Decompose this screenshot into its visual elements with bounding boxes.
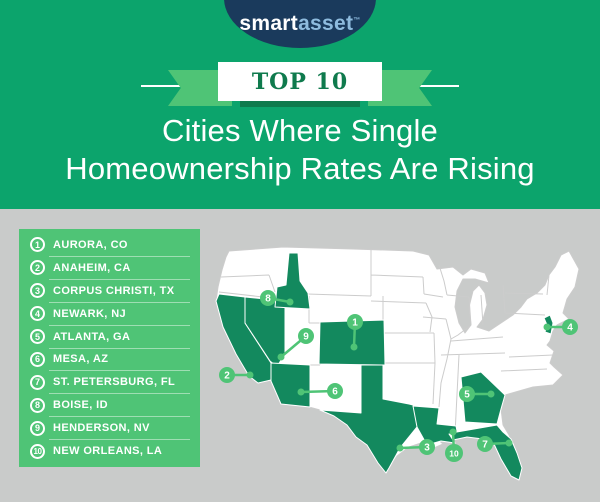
rank-badge: 9: [30, 420, 45, 436]
svg-text:2: 2: [224, 371, 230, 382]
city-label: NEW ORLEANS, LA: [53, 445, 163, 458]
logo-smart: smart: [239, 12, 299, 35]
ribbon-label: TOP 10: [251, 68, 349, 95]
svg-text:5: 5: [464, 390, 470, 401]
city-label: CORPUS CHRISTI, TX: [53, 284, 175, 297]
ranking-panel: 1 AURORA, CO 2 ANAHEIM, CA 3 CORPUS CHRISTI…: [19, 229, 200, 467]
city-label: ANAHEIM, CA: [53, 261, 131, 274]
rank-badge: 7: [30, 374, 45, 390]
svg-text:8: 8: [265, 294, 271, 305]
state-idaho: [274, 252, 311, 310]
svg-text:7: 7: [482, 440, 488, 451]
map-marker-3: 3: [396, 439, 435, 455]
city-label: ST. PETERSBURG, FL: [53, 376, 176, 389]
rank-badge: 10: [30, 443, 45, 459]
title-line-1: Cities Where Single: [161, 113, 439, 148]
svg-text:9: 9: [303, 332, 309, 343]
list-item: 2 ANAHEIM, CA: [19, 257, 200, 280]
map-marker-6: 6: [297, 383, 343, 399]
rank-badge: 5: [30, 329, 45, 345]
logo-asset: asset: [298, 12, 354, 35]
list-item: 3 CORPUS CHRISTI, TX: [19, 280, 200, 303]
ribbon-rule-right: [397, 85, 459, 87]
map-marker-2: 2: [219, 367, 254, 383]
rank-badge: 1: [30, 237, 45, 253]
state-georgia: [460, 371, 506, 425]
logo-trademark: ™: [353, 17, 361, 24]
list-item: 9 HENDERSON, NV: [19, 417, 200, 441]
rank-badge: 8: [30, 397, 45, 413]
title-line-2: Homeownership Rates Are Rising: [65, 151, 535, 186]
list-item: 8 BOISE, ID: [19, 394, 200, 418]
map-marker-7: 7: [477, 436, 513, 452]
svg-text:4: 4: [567, 323, 573, 334]
svg-text:1: 1: [352, 318, 358, 329]
state-louisiana: [412, 405, 459, 446]
state-texas: [319, 364, 418, 474]
map-marker-10: 10: [445, 428, 463, 462]
map-marker-9: 9: [277, 328, 314, 361]
ribbon-rule-left: [141, 85, 203, 87]
rank-badge: 4: [30, 306, 45, 322]
list-item: 10 NEW ORLEANS, LA: [19, 440, 200, 462]
brand-logo: smartasset™: [0, 12, 600, 36]
map-marker-5: 5: [459, 386, 495, 402]
map-marker-4: 4: [543, 319, 578, 335]
list-item: 4 NEWARK, NJ: [19, 303, 200, 326]
rank-badge: 6: [30, 351, 45, 367]
map-marker-1: 1: [347, 314, 363, 351]
ribbon-banner: TOP 10: [218, 62, 382, 101]
list-item: 1 AURORA, CO: [19, 234, 200, 257]
list-item: 6 MESA, AZ: [19, 348, 200, 372]
state-arizona: [270, 362, 311, 408]
city-label: NEWARK, NJ: [53, 307, 127, 320]
list-item: 5 ATLANTA, GA: [19, 326, 200, 349]
us-map: 1 2 3 4 5 6 7 8: [215, 246, 580, 482]
city-label: ATLANTA, GA: [53, 330, 131, 343]
map-marker-8: 8: [260, 290, 294, 306]
city-label: BOISE, ID: [53, 399, 108, 412]
rank-badge: 2: [30, 260, 45, 276]
city-label: HENDERSON, NV: [53, 422, 150, 435]
rank-badge: 3: [30, 283, 45, 299]
state-florida: [450, 424, 523, 481]
city-label: AURORA, CO: [53, 238, 128, 251]
list-item: 7 ST. PETERSBURG, FL: [19, 371, 200, 395]
svg-text:3: 3: [424, 443, 430, 454]
svg-text:6: 6: [332, 387, 338, 398]
city-label: MESA, AZ: [53, 353, 109, 366]
svg-text:10: 10: [449, 449, 459, 459]
page-title: Cities Where Single Homeownership Rates …: [0, 112, 600, 188]
